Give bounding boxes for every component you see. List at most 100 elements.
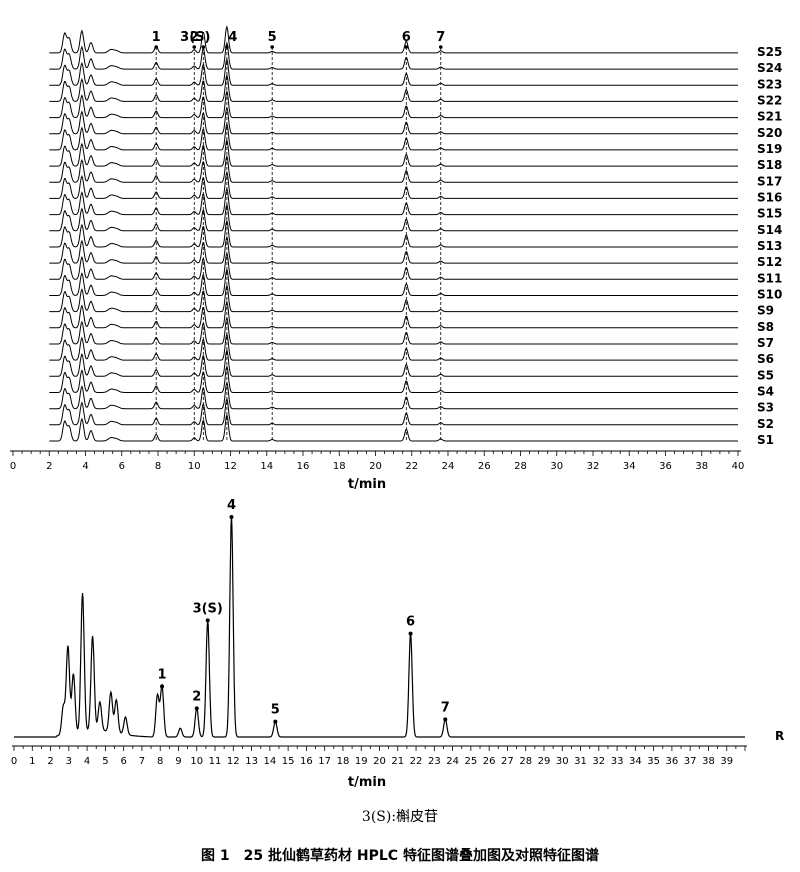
x-tick-label: 37 xyxy=(684,756,697,767)
trace-s24 xyxy=(49,41,738,70)
sample-labels: S1 S2 S3 S4 S5 S6 S7 S8 S9 S10 S11 S12 S13 S14 S15 S16 S… xyxy=(757,45,782,447)
overlay-chromatogram-panel: 1 23(S) 4 5 6 7 S1S2S3S4S5S6S7S8S9S10S11S12S1… xyxy=(10,25,782,492)
x-tick-label: 14 xyxy=(260,461,273,472)
x-tick-label: 34 xyxy=(623,461,636,472)
x-tick-label: 0 xyxy=(10,461,16,472)
trace-s4 xyxy=(49,364,738,393)
trace-s22 xyxy=(49,73,738,102)
peak-apex-marker xyxy=(438,45,443,49)
x-tick-label: 17 xyxy=(318,756,331,767)
sample-label: S5 xyxy=(757,368,774,382)
peak-apex-marker xyxy=(201,45,206,49)
x-tick-label: 0 xyxy=(11,756,17,767)
trace-s1 xyxy=(49,413,738,442)
peak-alignment-lines xyxy=(154,45,443,441)
sample-label: S21 xyxy=(757,110,782,124)
x-tick-label: 18 xyxy=(333,461,346,472)
peak-apex-marker xyxy=(205,618,210,623)
trace-s12 xyxy=(49,235,738,264)
overlay-traces xyxy=(49,25,738,442)
peak-label: 3(S) xyxy=(180,30,210,45)
peak-apex-marker xyxy=(194,706,199,711)
x-tick-label: 11 xyxy=(209,756,222,767)
x-tick-label: 16 xyxy=(297,461,310,472)
trace-s5 xyxy=(49,348,738,377)
x-tick-label: 4 xyxy=(82,461,88,472)
peak-label: 5 xyxy=(268,30,277,45)
sample-label: S15 xyxy=(757,207,782,221)
x-tick-label: 5 xyxy=(102,756,108,767)
x-tick-label: 33 xyxy=(611,756,624,767)
x-tick-label: 35 xyxy=(647,756,660,767)
trace-s21 xyxy=(49,89,738,119)
x-tick-label: 12 xyxy=(227,756,240,767)
x-tick-label: 16 xyxy=(300,756,313,767)
sample-label: S1 xyxy=(757,433,774,447)
trace-s19 xyxy=(49,122,738,151)
x-tick-label: 10 xyxy=(190,756,203,767)
peak-apex-marker xyxy=(404,45,409,49)
x-tick-label: 40 xyxy=(732,461,745,472)
peak-apex-marker xyxy=(408,631,413,636)
peak-label: 1 xyxy=(158,667,167,682)
trace-s16 xyxy=(49,170,738,199)
peak-apex-marker xyxy=(225,45,229,49)
sample-label: S20 xyxy=(757,126,782,140)
peak-apex-marker xyxy=(273,719,278,724)
peak-apex-marker xyxy=(160,684,165,689)
peak-label: 6 xyxy=(402,30,411,45)
peak-apex-marker xyxy=(229,515,234,519)
sample-label: S6 xyxy=(757,352,774,366)
x-tick-label: 28 xyxy=(519,756,532,767)
peak-label: 4 xyxy=(227,498,236,513)
trace-s8 xyxy=(49,300,738,329)
trace-s23 xyxy=(49,57,738,86)
x-tick-label: 15 xyxy=(282,756,295,767)
x-tick-label: 27 xyxy=(501,756,514,767)
sample-label: S12 xyxy=(757,255,782,269)
peak-label: 1 xyxy=(152,30,161,45)
peak-label: 7 xyxy=(441,700,450,715)
reference-x-axis: 0 1 2 3 4 5 6 7 8 9 10 11 12 13 14 15 16 17 18 19 20 21 22 23 24… xyxy=(11,745,747,767)
x-tick-label: 14 xyxy=(263,756,276,767)
overlay-x-axis: 0 2 4 6 8 10 12 14 16 18 20 22 24 26 28 30 32 34 36 38 40 xyxy=(10,450,745,472)
peak-label: 3(S) xyxy=(193,601,223,616)
x-tick-label: 1 xyxy=(29,756,35,767)
reference-trace xyxy=(14,516,745,738)
sample-label: S2 xyxy=(757,417,774,431)
trace-s3 xyxy=(49,381,738,410)
x-tick-label: 2 xyxy=(46,461,52,472)
x-tick-label: 30 xyxy=(550,461,563,472)
figure-caption: 图 1 25 批仙鹤草药材 HPLC 特征图谱叠加图及对照特征图谱 xyxy=(201,848,599,864)
x-tick-label: 10 xyxy=(188,461,201,472)
trace-s25 xyxy=(49,25,738,54)
peak-label: 7 xyxy=(436,30,445,45)
reference-series-label: R xyxy=(775,729,784,743)
x-tick-label: 24 xyxy=(446,756,459,767)
x-tick-label: 20 xyxy=(369,461,382,472)
x-tick-label: 3 xyxy=(66,756,72,767)
x-tick-label: 39 xyxy=(720,756,733,767)
trace-s18 xyxy=(49,138,738,167)
x-tick-label: 13 xyxy=(245,756,258,767)
trace-s10 xyxy=(49,267,738,296)
peak-label: 5 xyxy=(271,703,280,718)
reference-x-axis-label: t/min xyxy=(348,775,386,790)
sample-label: S19 xyxy=(757,142,782,156)
trace-s14 xyxy=(49,203,738,232)
x-tick-label: 24 xyxy=(442,461,455,472)
x-tick-label: 28 xyxy=(514,461,527,472)
x-tick-label: 38 xyxy=(695,461,708,472)
x-tick-label: 22 xyxy=(405,461,418,472)
sample-label: S9 xyxy=(757,304,774,318)
peak-label: 2 xyxy=(190,30,199,45)
sample-label: S22 xyxy=(757,93,782,107)
sample-label: S11 xyxy=(757,271,782,285)
x-tick-label: 29 xyxy=(538,756,551,767)
peak-apex-marker xyxy=(154,45,158,49)
x-tick-label: 36 xyxy=(666,756,679,767)
sample-label: S14 xyxy=(757,223,782,237)
x-tick-label: 8 xyxy=(157,756,163,767)
sample-label: S10 xyxy=(757,288,782,302)
